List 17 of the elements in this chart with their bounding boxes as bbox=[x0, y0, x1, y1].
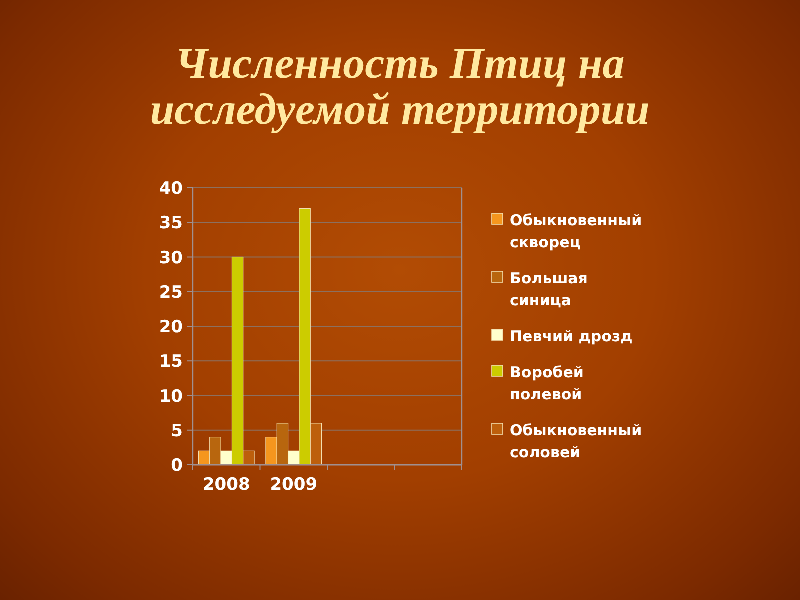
y-tick-label: 0 bbox=[171, 456, 184, 476]
legend-label: Большая синица bbox=[510, 270, 588, 310]
y-tick-label: 5 bbox=[171, 421, 183, 442]
y-tick-label: 40 bbox=[159, 179, 184, 200]
y-tick-label: 30 bbox=[159, 248, 184, 268]
legend-label: Обыкновенный соловей bbox=[510, 422, 642, 462]
y-tick-label: 25 bbox=[159, 282, 183, 303]
legend-label: Певчий дрозд bbox=[510, 328, 633, 346]
chart-title: Численность Птиц на исследуемой территории bbox=[150, 39, 650, 134]
y-tick-label: 20 bbox=[159, 318, 184, 338]
y-tick-label: 10 bbox=[159, 386, 184, 407]
x-tick-label: 2009 bbox=[270, 475, 318, 495]
legend-label: Воробей полевой bbox=[510, 364, 584, 404]
y-tick-label: 15 bbox=[159, 352, 183, 372]
x-tick-label: 2008 bbox=[202, 475, 250, 495]
y-tick-label: 35 bbox=[159, 214, 183, 234]
legend-label: Обыкновенный скворец bbox=[510, 212, 642, 252]
